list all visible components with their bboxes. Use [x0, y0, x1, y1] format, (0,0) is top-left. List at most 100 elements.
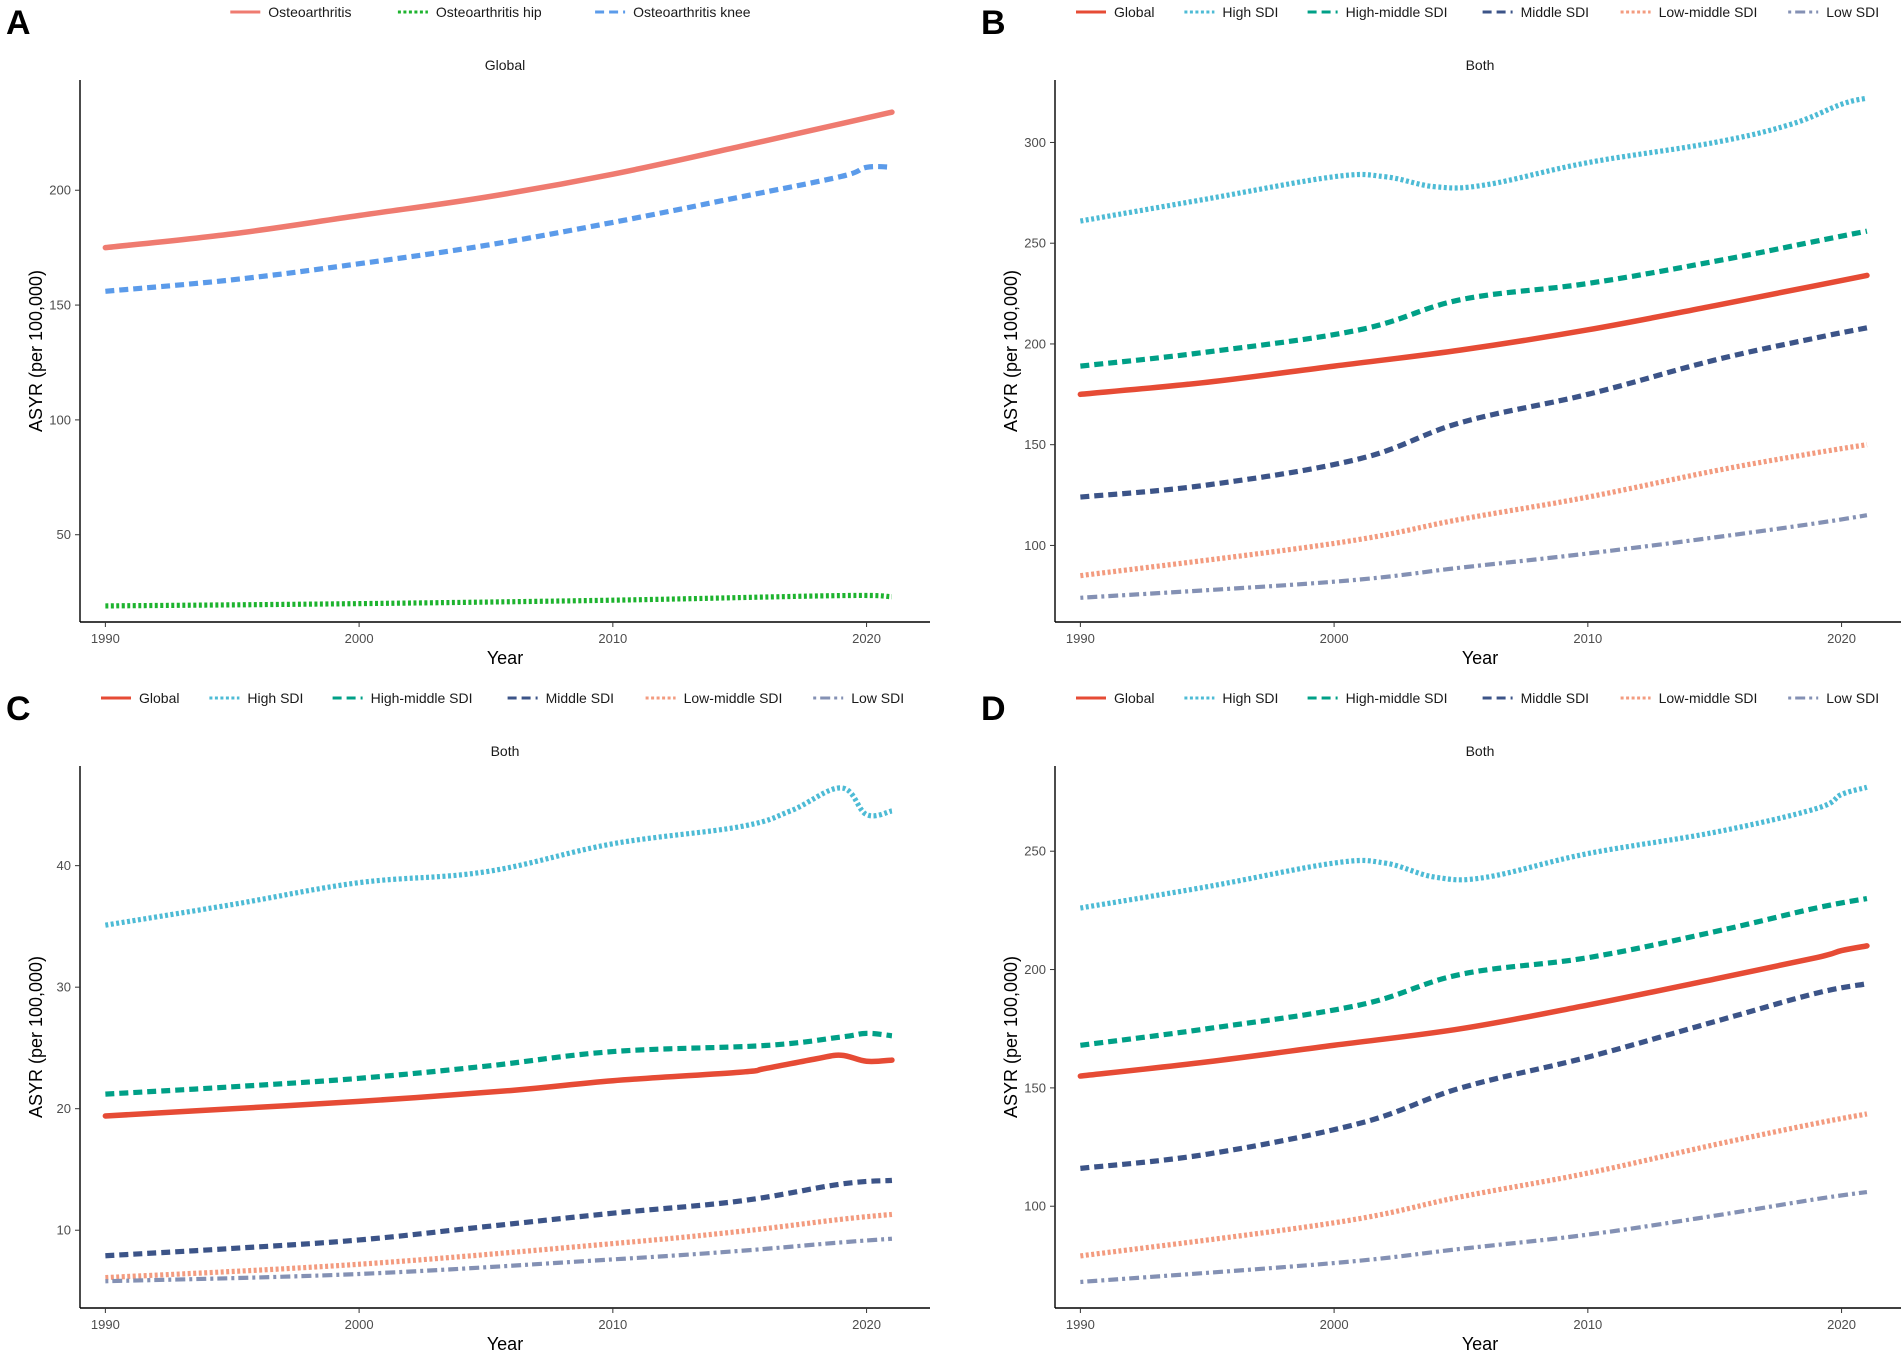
y-tick-label-d-2: 200: [1024, 962, 1046, 977]
y-tick-label-c-3: 40: [57, 858, 71, 873]
series-line-b-1: [1079, 95, 1868, 224]
y-tick-label-a-0: 50: [57, 527, 71, 542]
series-line-a-0: [102, 109, 895, 251]
x-tick-label-d-3: 2020: [1827, 1317, 1856, 1332]
legend-label-d-1: High SDI: [1222, 690, 1278, 706]
legend-label-d-3: Middle SDI: [1521, 690, 1589, 706]
legend-label-a-0: Osteoarthritis: [268, 4, 351, 20]
chart-svg-b: B Global High SDI High-middle SDI Middle SDI…: [981, 4, 1901, 668]
legend-label-d-0: Global: [1114, 690, 1154, 706]
panel-d: D Global High SDI High-middle SDI Middle SDI…: [975, 686, 1901, 1359]
legend-label-b-4: Low-middle SDI: [1659, 4, 1758, 20]
legend-label-b-3: Middle SDI: [1521, 4, 1589, 20]
x-tick-label-a-1: 2000: [345, 631, 374, 646]
y-tick-label-b-4: 300: [1024, 135, 1046, 150]
y-tick-label-d-3: 250: [1024, 844, 1046, 859]
series-line-d-1: [1079, 784, 1868, 911]
x-tick-label-c-1: 2000: [345, 1317, 374, 1332]
y-tick-label-d-1: 150: [1024, 1080, 1046, 1095]
series-line-b-2: [1080, 228, 1868, 369]
legend-label-d-2: High-middle SDI: [1346, 690, 1448, 706]
series-line-d-2: [1080, 895, 1868, 1048]
series-line-c-2: [105, 1030, 893, 1097]
legend-label-b-1: High SDI: [1222, 4, 1278, 20]
series-line-b-5: [1080, 513, 1868, 600]
y-tick-label-b-2: 200: [1024, 336, 1046, 351]
y-tick-label-a-2: 150: [49, 298, 71, 313]
series-line-c-0: [102, 1052, 895, 1119]
series-line-a-2: [105, 163, 893, 294]
series-line-b-0: [1077, 272, 1870, 398]
y-tick-label-a-1: 100: [49, 412, 71, 427]
y-tick-label-d-0: 100: [1024, 1199, 1046, 1214]
legend-label-c-4: Low-middle SDI: [684, 690, 783, 706]
chart-svg-c: C Global High SDI High-middle SDI Middle SDI…: [6, 690, 930, 1354]
facet-title-d: Both: [1466, 743, 1495, 759]
y-axis-title-a: ASYR (per 100,000): [26, 270, 46, 432]
chart-svg-a: A Osteoarthritis Osteoarthritis hip Osteoar…: [6, 4, 930, 668]
x-tick-label-b-1: 2000: [1320, 631, 1349, 646]
series-line-c-4: [105, 1211, 893, 1281]
x-tick-label-c-3: 2020: [852, 1317, 881, 1332]
x-tick-label-d-1: 2000: [1320, 1317, 1349, 1332]
y-tick-label-b-1: 150: [1024, 437, 1046, 452]
y-tick-label-c-0: 10: [57, 1223, 71, 1238]
series-line-d-5: [1080, 1189, 1868, 1285]
y-tick-label-c-2: 30: [57, 980, 71, 995]
legend-label-c-0: Global: [139, 690, 179, 706]
series-line-b-4: [1080, 442, 1868, 579]
legend-label-c-3: Middle SDI: [546, 690, 614, 706]
x-tick-label-d-0: 1990: [1066, 1317, 1095, 1332]
series-line-d-0: [1077, 943, 1870, 1079]
y-tick-label-a-3: 200: [49, 183, 71, 198]
legend-label-c-1: High SDI: [247, 690, 303, 706]
y-tick-label-b-0: 100: [1024, 538, 1046, 553]
series-line-c-5: [105, 1236, 893, 1284]
x-tick-label-b-0: 1990: [1066, 631, 1095, 646]
legend-label-d-5: Low SDI: [1826, 690, 1879, 706]
panel-b: B Global High SDI High-middle SDI Middle SDI…: [975, 0, 1901, 673]
x-tick-label-b-2: 2010: [1573, 631, 1602, 646]
panel-label-a: A: [6, 4, 31, 42]
panel-label-c: C: [6, 690, 31, 728]
x-tick-label-b-3: 2020: [1827, 631, 1856, 646]
legend-c: Global High SDI High-middle SDI Middle SDI L…: [101, 690, 904, 706]
x-tick-label-a-3: 2020: [852, 631, 881, 646]
y-axis-title-b: ASYR (per 100,000): [1001, 270, 1021, 432]
y-axis-title-d: ASYR (per 100,000): [1001, 956, 1021, 1118]
legend-label-b-2: High-middle SDI: [1346, 4, 1448, 20]
panel-a: A Osteoarthritis Osteoarthritis hip Osteoar…: [0, 0, 950, 673]
facet-title-c: Both: [491, 743, 520, 759]
panel-label-b: B: [981, 4, 1006, 42]
legend-a: Osteoarthritis Osteoarthritis hip Osteoart…: [230, 4, 751, 20]
series-line-d-4: [1080, 1111, 1868, 1259]
series-line-b-3: [1080, 325, 1868, 500]
panel-label-d: D: [981, 690, 1006, 728]
legend-label-a-1: Osteoarthritis hip: [436, 4, 542, 20]
legend-label-a-2: Osteoarthritis knee: [633, 4, 751, 20]
facet-title-b: Both: [1466, 57, 1495, 73]
y-axis-title-c: ASYR (per 100,000): [26, 956, 46, 1118]
legend-label-c-5: Low SDI: [851, 690, 904, 706]
legend-label-b-0: Global: [1114, 4, 1154, 20]
x-axis-title-b: Year: [1462, 648, 1498, 668]
series-line-c-1: [104, 785, 893, 928]
panel-c: C Global High SDI High-middle SDI Middle SDI…: [0, 686, 950, 1359]
x-axis-title-d: Year: [1462, 1334, 1498, 1354]
x-tick-label-a-0: 1990: [91, 631, 120, 646]
x-axis-title-a: Year: [487, 648, 523, 668]
x-axis-title-c: Year: [487, 1334, 523, 1354]
legend-b: Global High SDI High-middle SDI Middle SDI L…: [1076, 4, 1879, 20]
legend-d: Global High SDI High-middle SDI Middle SDI L…: [1076, 690, 1879, 706]
legend-label-b-5: Low SDI: [1826, 4, 1879, 20]
facet-title-a: Global: [485, 57, 525, 73]
x-tick-label-d-2: 2010: [1573, 1317, 1602, 1332]
legend-label-d-4: Low-middle SDI: [1659, 690, 1758, 706]
y-tick-label-b-3: 250: [1024, 236, 1046, 251]
y-tick-label-c-1: 20: [57, 1101, 71, 1116]
series-line-a-1: [105, 592, 893, 609]
x-tick-label-a-2: 2010: [598, 631, 627, 646]
x-tick-label-c-2: 2010: [598, 1317, 627, 1332]
x-tick-label-c-0: 1990: [91, 1317, 120, 1332]
legend-label-c-2: High-middle SDI: [371, 690, 473, 706]
